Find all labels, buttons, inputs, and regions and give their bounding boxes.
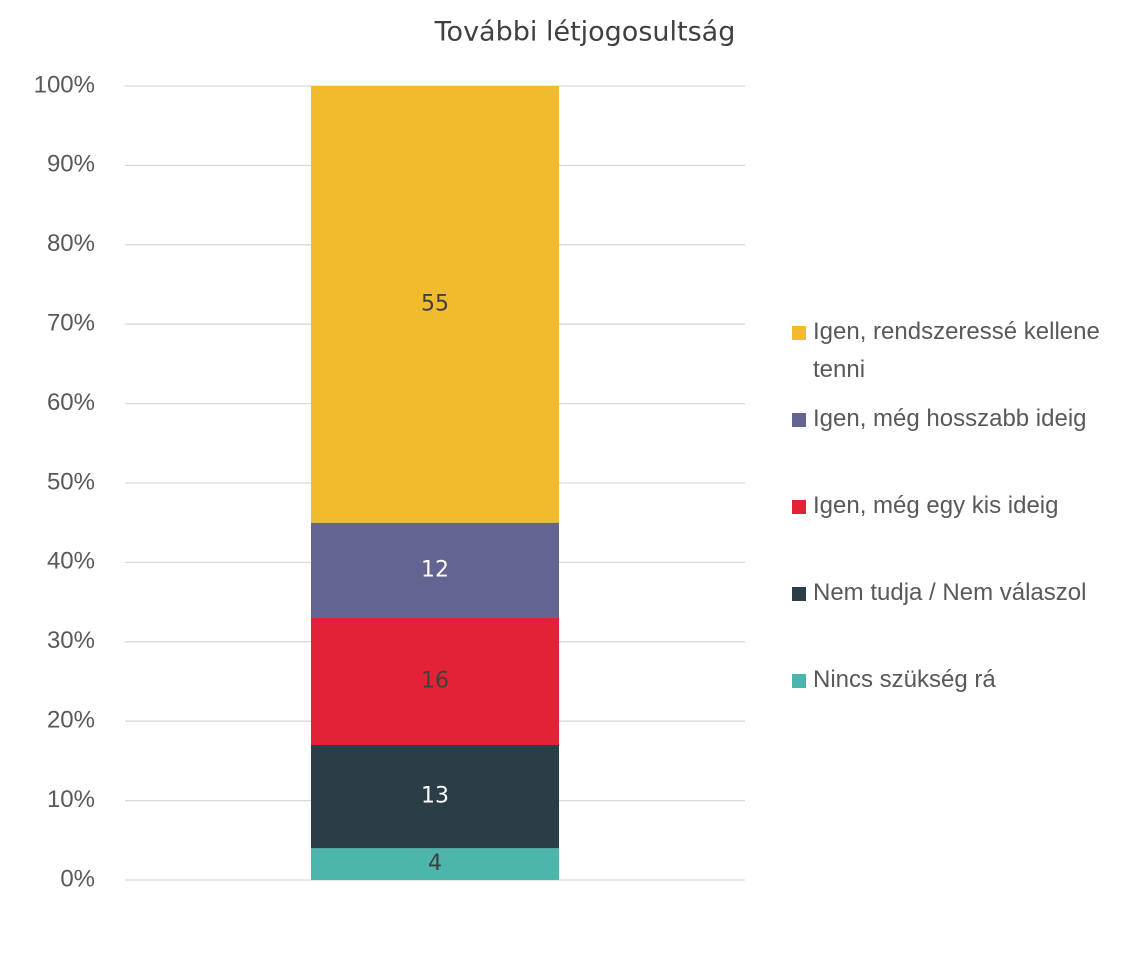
bar-segment [311, 848, 559, 880]
legend-swatch [792, 326, 806, 340]
bar-segment [311, 617, 559, 746]
legend-label: Igen, rendszeressé kellene tenni [813, 318, 1107, 383]
y-tick-label: 30% [47, 627, 95, 654]
legend-label: Igen, még egy kis ideig [813, 492, 1058, 519]
data-label: 16 [421, 669, 449, 694]
chart-title: További létjogosultság [434, 17, 736, 48]
y-tick-label: 10% [47, 786, 95, 813]
bar-segment [311, 745, 559, 849]
y-tick-label: 0% [60, 865, 95, 892]
legend-swatch [792, 674, 806, 688]
legend-swatch [792, 587, 806, 601]
data-label: 13 [421, 784, 449, 809]
y-tick-label: 60% [47, 389, 95, 416]
bar-segment [311, 522, 559, 618]
y-tick-label: 20% [47, 707, 95, 734]
bar-segment [311, 86, 559, 523]
legend-label: Nincs szükség rá [813, 666, 996, 693]
y-tick-label: 80% [47, 230, 95, 257]
y-tick-label: 40% [47, 548, 95, 575]
y-tick-label: 90% [47, 151, 95, 178]
legend-label: Igen, még hosszabb ideig [813, 405, 1087, 432]
data-label: 4 [428, 851, 442, 876]
legend-label: Nem tudja / Nem válaszol [813, 579, 1086, 606]
y-tick-label: 50% [47, 468, 95, 495]
y-tick-label: 70% [47, 310, 95, 337]
legend-swatch [792, 500, 806, 514]
data-label: 55 [421, 291, 449, 316]
legend-swatch [792, 413, 806, 427]
y-tick-label: 100% [34, 71, 95, 98]
data-label: 12 [421, 557, 449, 582]
